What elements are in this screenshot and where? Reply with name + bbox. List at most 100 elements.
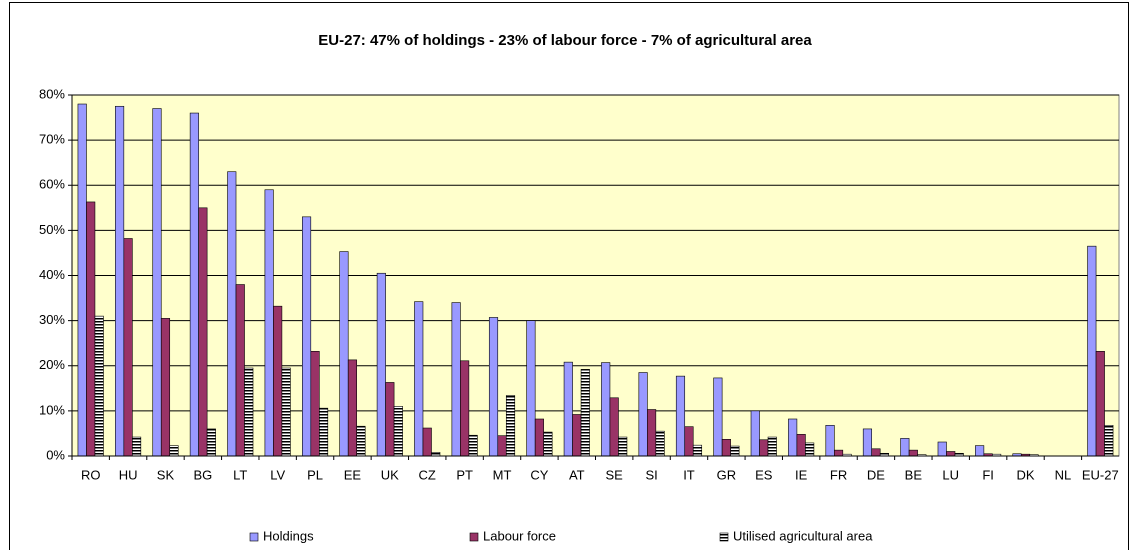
bar [310,351,320,457]
bar [132,436,142,457]
bar [347,359,357,457]
legend-label: Utilised agricultural area [733,528,873,543]
bar [796,434,806,457]
x-tick-label: LU [942,467,959,482]
legend-swatch [719,532,729,542]
bar [825,425,835,457]
bar [713,377,723,457]
bar [805,442,815,457]
legend-swatch [469,532,479,542]
bar [1104,425,1114,457]
y-tick-label: 80% [39,86,65,101]
bar [281,367,291,457]
bar [198,207,208,457]
bar [563,361,573,457]
bar [77,103,87,457]
bar [273,305,283,457]
y-tick-label: 60% [39,177,65,192]
bar [572,414,582,457]
y-tick-label: 10% [39,402,65,417]
bar [206,428,216,457]
bar [422,427,432,457]
bar [908,449,918,457]
bar [975,445,985,457]
x-tick-label: AT [569,467,585,482]
x-tick-label: EU-27 [1082,467,1119,482]
bar [618,436,628,457]
bar [1095,351,1105,457]
bar [526,320,536,457]
bar [871,448,881,457]
x-tick-label: LV [270,467,285,482]
bar [385,382,395,457]
bar [946,451,956,457]
bar [675,375,686,457]
x-tick-label: LT [233,467,247,482]
bar [123,238,133,457]
x-tick-label: SI [645,467,657,482]
bar [460,360,470,457]
bar [900,438,910,457]
bar [580,369,590,457]
bar [468,434,478,457]
x-tick-label: BE [905,467,923,482]
x-tick-label: FR [830,467,847,482]
bar [86,201,96,457]
bar [376,272,386,457]
bar [655,430,665,457]
bar [750,410,760,457]
bar [235,284,245,457]
x-tick-label: SK [157,467,175,482]
bar [609,397,619,457]
x-tick-label: EE [344,467,362,482]
bar [692,444,703,457]
x-tick-label: UK [381,467,399,482]
bar [505,395,516,457]
bar [497,435,507,457]
bar [227,171,237,457]
y-tick-label: 40% [39,267,65,282]
bar [937,441,947,457]
bar [451,302,461,457]
bar [730,445,740,457]
x-tick-label: HU [119,467,138,482]
bar [638,372,648,457]
bar [759,439,769,457]
y-tick-label: 50% [39,222,65,237]
legend-label: Labour force [483,528,556,543]
bar [788,418,798,457]
bar [356,425,366,457]
bar [414,301,424,457]
bar [319,407,329,457]
bar [264,189,274,457]
y-tick-label: 30% [39,312,65,327]
legend-label: Holdings [263,528,314,543]
x-tick-label: DK [1016,467,1034,482]
bar [302,216,312,457]
y-tick-label: 0% [46,447,65,462]
x-tick-label: DE [867,467,885,482]
bar [488,317,499,457]
bar [244,367,254,457]
x-tick-label: PT [456,467,473,482]
legend-swatch [249,532,259,542]
x-tick-label: CY [530,467,548,482]
bar [534,418,544,457]
x-tick-label: RO [81,467,101,482]
bar [115,105,125,457]
bar [684,426,694,457]
bar [767,436,777,457]
x-tick-label: SE [606,467,624,482]
bar [189,112,199,457]
x-tick-label: PL [307,467,323,482]
x-tick-label: IE [795,467,808,482]
x-tick-label: NL [1055,467,1072,482]
x-tick-label: BG [193,467,212,482]
bar [431,452,441,457]
bar [721,439,731,457]
bar [160,318,171,457]
y-tick-label: 70% [39,132,65,147]
x-tick-label: ES [755,467,773,482]
bar [647,409,657,457]
